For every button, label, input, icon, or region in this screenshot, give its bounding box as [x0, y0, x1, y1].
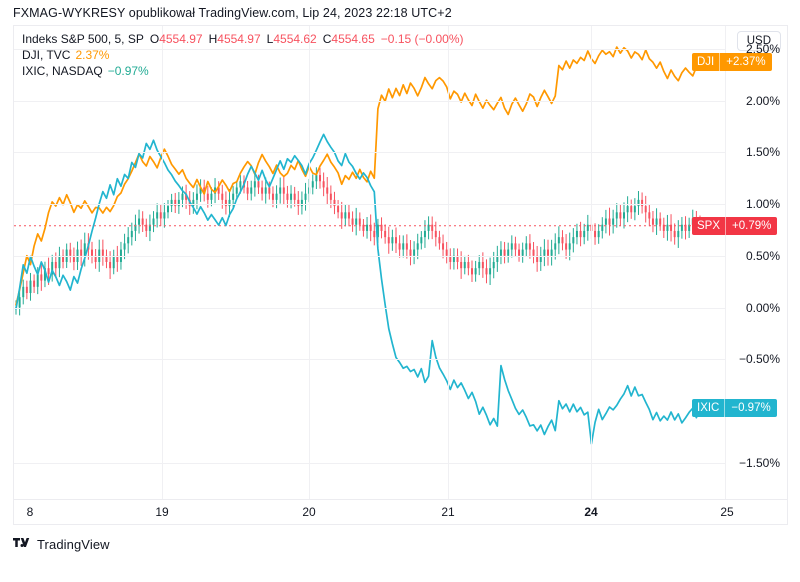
gridline-horizontal — [14, 48, 726, 50]
legend-spx-open-value: 4554.97 — [159, 32, 203, 46]
series-canvas — [14, 46, 726, 445]
currency-badge[interactable]: USD — [736, 31, 781, 51]
legend-row-spx[interactable]: Indeks S&P 500, 5, SP O4554.97 H4554.97 L45… — [22, 31, 464, 47]
price-tag-spx[interactable]: SPX +0.79% — [692, 216, 778, 235]
price-axis-label: 1.00% — [745, 197, 780, 212]
gridline-horizontal — [14, 307, 726, 309]
chart-legend: Indeks S&P 500, 5, SP O4554.97 H4554.97 L45… — [22, 31, 464, 79]
chart-frame: Indeks S&P 500, 5, SP O4554.97 H4554.97 L45… — [13, 25, 788, 525]
legend-spx-open-label: O — [149, 32, 160, 46]
legend-spx-low-label: L — [266, 32, 274, 46]
gridline-vertical — [448, 26, 449, 499]
legend-ixic-value: −0.97% — [107, 64, 149, 78]
gridline-horizontal — [14, 204, 726, 206]
legend-spx-low-value: 4554.62 — [273, 32, 317, 46]
legend-spx-high-label: H — [208, 32, 218, 46]
legend-spx-high-value: 4554.97 — [217, 32, 261, 46]
attribution-text: FXMAG-WYKRESY opublikował TradingView.co… — [13, 6, 452, 20]
gridline-horizontal — [14, 462, 726, 464]
chart-plot-pane[interactable] — [14, 26, 726, 499]
price-axis-label: −0.50% — [738, 352, 780, 367]
price-axis-label: −1.50% — [738, 455, 780, 470]
legend-row-dji[interactable]: DJI, TVC 2.37% — [22, 47, 464, 63]
legend-spx-close-value: 4554.65 — [331, 32, 375, 46]
tradingview-logo-icon — [13, 538, 30, 547]
candlestick-series-spx — [15, 167, 701, 316]
price-axis-label: 1.50% — [745, 145, 780, 160]
price-axis-label: 0.00% — [745, 300, 780, 315]
legend-dji-title: DJI, TVC — [22, 48, 71, 62]
price-tag-value: −0.97% — [724, 398, 776, 417]
time-axis-label: 19 — [155, 505, 169, 519]
legend-spx-close-label: C — [322, 32, 332, 46]
price-axis-label: 2.50% — [745, 41, 780, 56]
price-scale[interactable]: USD 2.50% 2.00% 1.50% 1.00% 0.50% 0.00% −0.50%… — [692, 26, 787, 499]
time-scale[interactable]: 8 19 20 21 24 25 — [14, 499, 787, 524]
footer-branding: TradingView — [13, 537, 110, 552]
price-tag-value: +0.79% — [725, 216, 777, 235]
line-series-dji — [15, 46, 701, 306]
price-tag-ixic[interactable]: IXIC −0.97% — [692, 398, 777, 417]
tradingview-brand-text: TradingView — [37, 537, 110, 552]
time-axis-label: 21 — [441, 505, 455, 519]
legend-spx-change: −0.15 (−0.00%) — [380, 32, 464, 46]
gridline-horizontal — [14, 255, 726, 257]
gridline-vertical — [591, 26, 592, 499]
price-axis-label: 0.50% — [745, 248, 780, 263]
price-tag-value: +2.37% — [719, 53, 771, 72]
time-axis-label: 25 — [720, 505, 734, 519]
legend-ixic-title: IXIC, NASDAQ — [22, 64, 103, 78]
legend-row-ixic[interactable]: IXIC, NASDAQ −0.97% — [22, 63, 464, 79]
gridline-horizontal — [14, 359, 726, 361]
gridline-horizontal — [14, 152, 726, 154]
gridline-vertical — [162, 26, 163, 499]
legend-spx-title: Indeks S&P 500, 5, SP — [22, 32, 144, 46]
gridline-horizontal — [14, 100, 726, 102]
price-tag-dji[interactable]: DJI +2.37% — [692, 53, 772, 72]
time-axis-label: 24 — [584, 505, 598, 519]
time-axis-label: 8 — [26, 505, 34, 519]
legend-dji-value: 2.37% — [75, 48, 110, 62]
price-tag-symbol: SPX — [697, 219, 721, 232]
time-axis-label: 20 — [302, 505, 316, 519]
gridline-vertical — [309, 26, 310, 499]
price-axis-label: 2.00% — [745, 93, 780, 108]
price-tag-symbol: IXIC — [697, 401, 720, 414]
price-tag-symbol: DJI — [697, 56, 715, 69]
line-series-ixic — [15, 133, 701, 445]
